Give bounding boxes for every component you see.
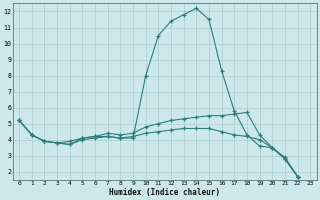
X-axis label: Humidex (Indice chaleur): Humidex (Indice chaleur) <box>109 188 220 197</box>
